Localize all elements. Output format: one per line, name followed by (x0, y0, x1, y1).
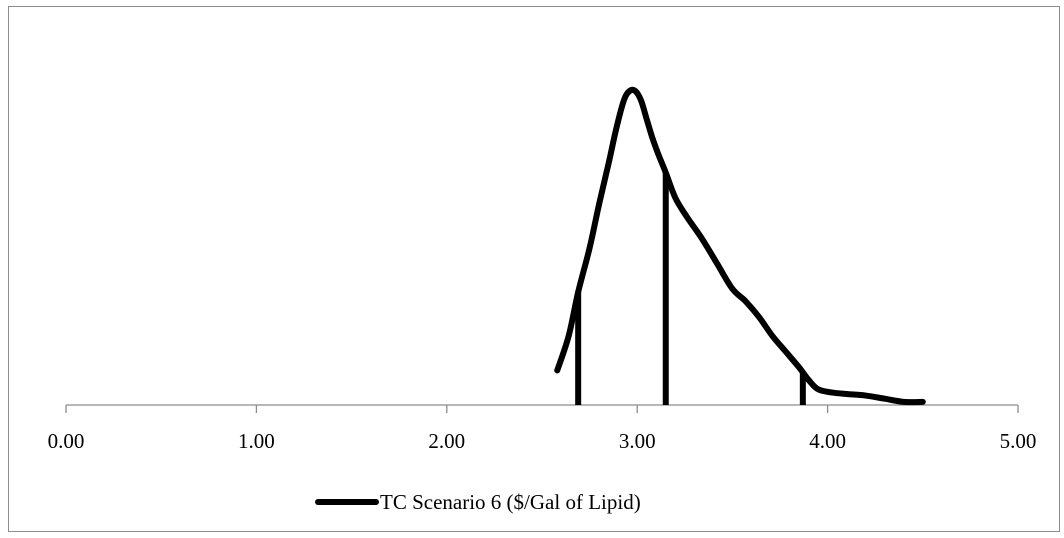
x-tick-label: 2.00 (428, 429, 465, 453)
x-axis: 0.00 1.00 2.00 3.00 4.00 5.00 (48, 404, 1037, 453)
x-tick-label: 1.00 (238, 429, 275, 453)
legend: TC Scenario 6 ($/Gal of Lipid) (315, 490, 641, 514)
series-line (554, 86, 926, 406)
x-tick-label: 3.00 (619, 429, 656, 453)
chart-frame (8, 6, 1060, 532)
legend-label: TC Scenario 6 ($/Gal of Lipid) (380, 490, 641, 514)
marker-lines (575, 172, 806, 405)
x-tick-label: 4.00 (809, 429, 846, 453)
x-tick-label: 0.00 (48, 429, 85, 453)
x-tick-label: 5.00 (1000, 429, 1037, 453)
series-layer (554, 86, 926, 406)
